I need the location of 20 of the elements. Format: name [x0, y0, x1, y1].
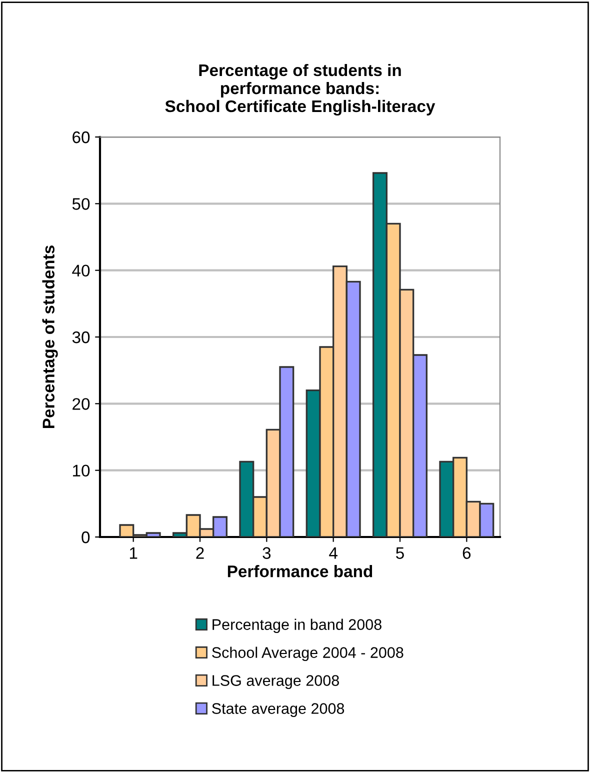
- y-tick-label: 10: [73, 464, 90, 477]
- x-tick-label: 3: [262, 547, 271, 559]
- x-tick-label: 2: [196, 547, 204, 559]
- legend-label: LSG average 2008: [212, 675, 339, 689]
- y-tick-label: 60: [72, 131, 90, 144]
- y-axis-title: Percentage of students: [42, 246, 58, 428]
- y-tick-label: 30: [72, 331, 90, 344]
- legend-label: School Average 2004 - 2008: [212, 646, 404, 661]
- chart-title: Percentage of students in performance bands: School Certificate English-literacy: [165, 64, 436, 116]
- y-tick-label: 50: [72, 198, 90, 210]
- x-tick-label: 1: [130, 547, 138, 559]
- y-tick-label: 0: [82, 531, 90, 544]
- x-tick-label: 5: [396, 547, 404, 559]
- x-axis-title: Performance band: [228, 565, 372, 578]
- legend-label: State average 2008: [212, 703, 344, 717]
- x-tick-label: 6: [462, 547, 471, 559]
- y-tick-label: 40: [72, 264, 90, 277]
- legend-label: Percentage in band 2008: [212, 618, 382, 633]
- x-tick-label: 4: [329, 547, 338, 559]
- y-tick-label: 20: [72, 398, 90, 410]
